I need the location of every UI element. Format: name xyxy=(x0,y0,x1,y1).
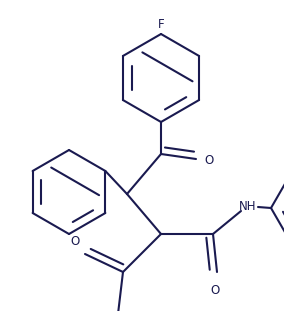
Text: O: O xyxy=(70,235,80,248)
Text: NH: NH xyxy=(239,199,257,212)
Text: O: O xyxy=(210,284,220,297)
Text: O: O xyxy=(204,155,213,168)
Text: F: F xyxy=(158,18,164,31)
